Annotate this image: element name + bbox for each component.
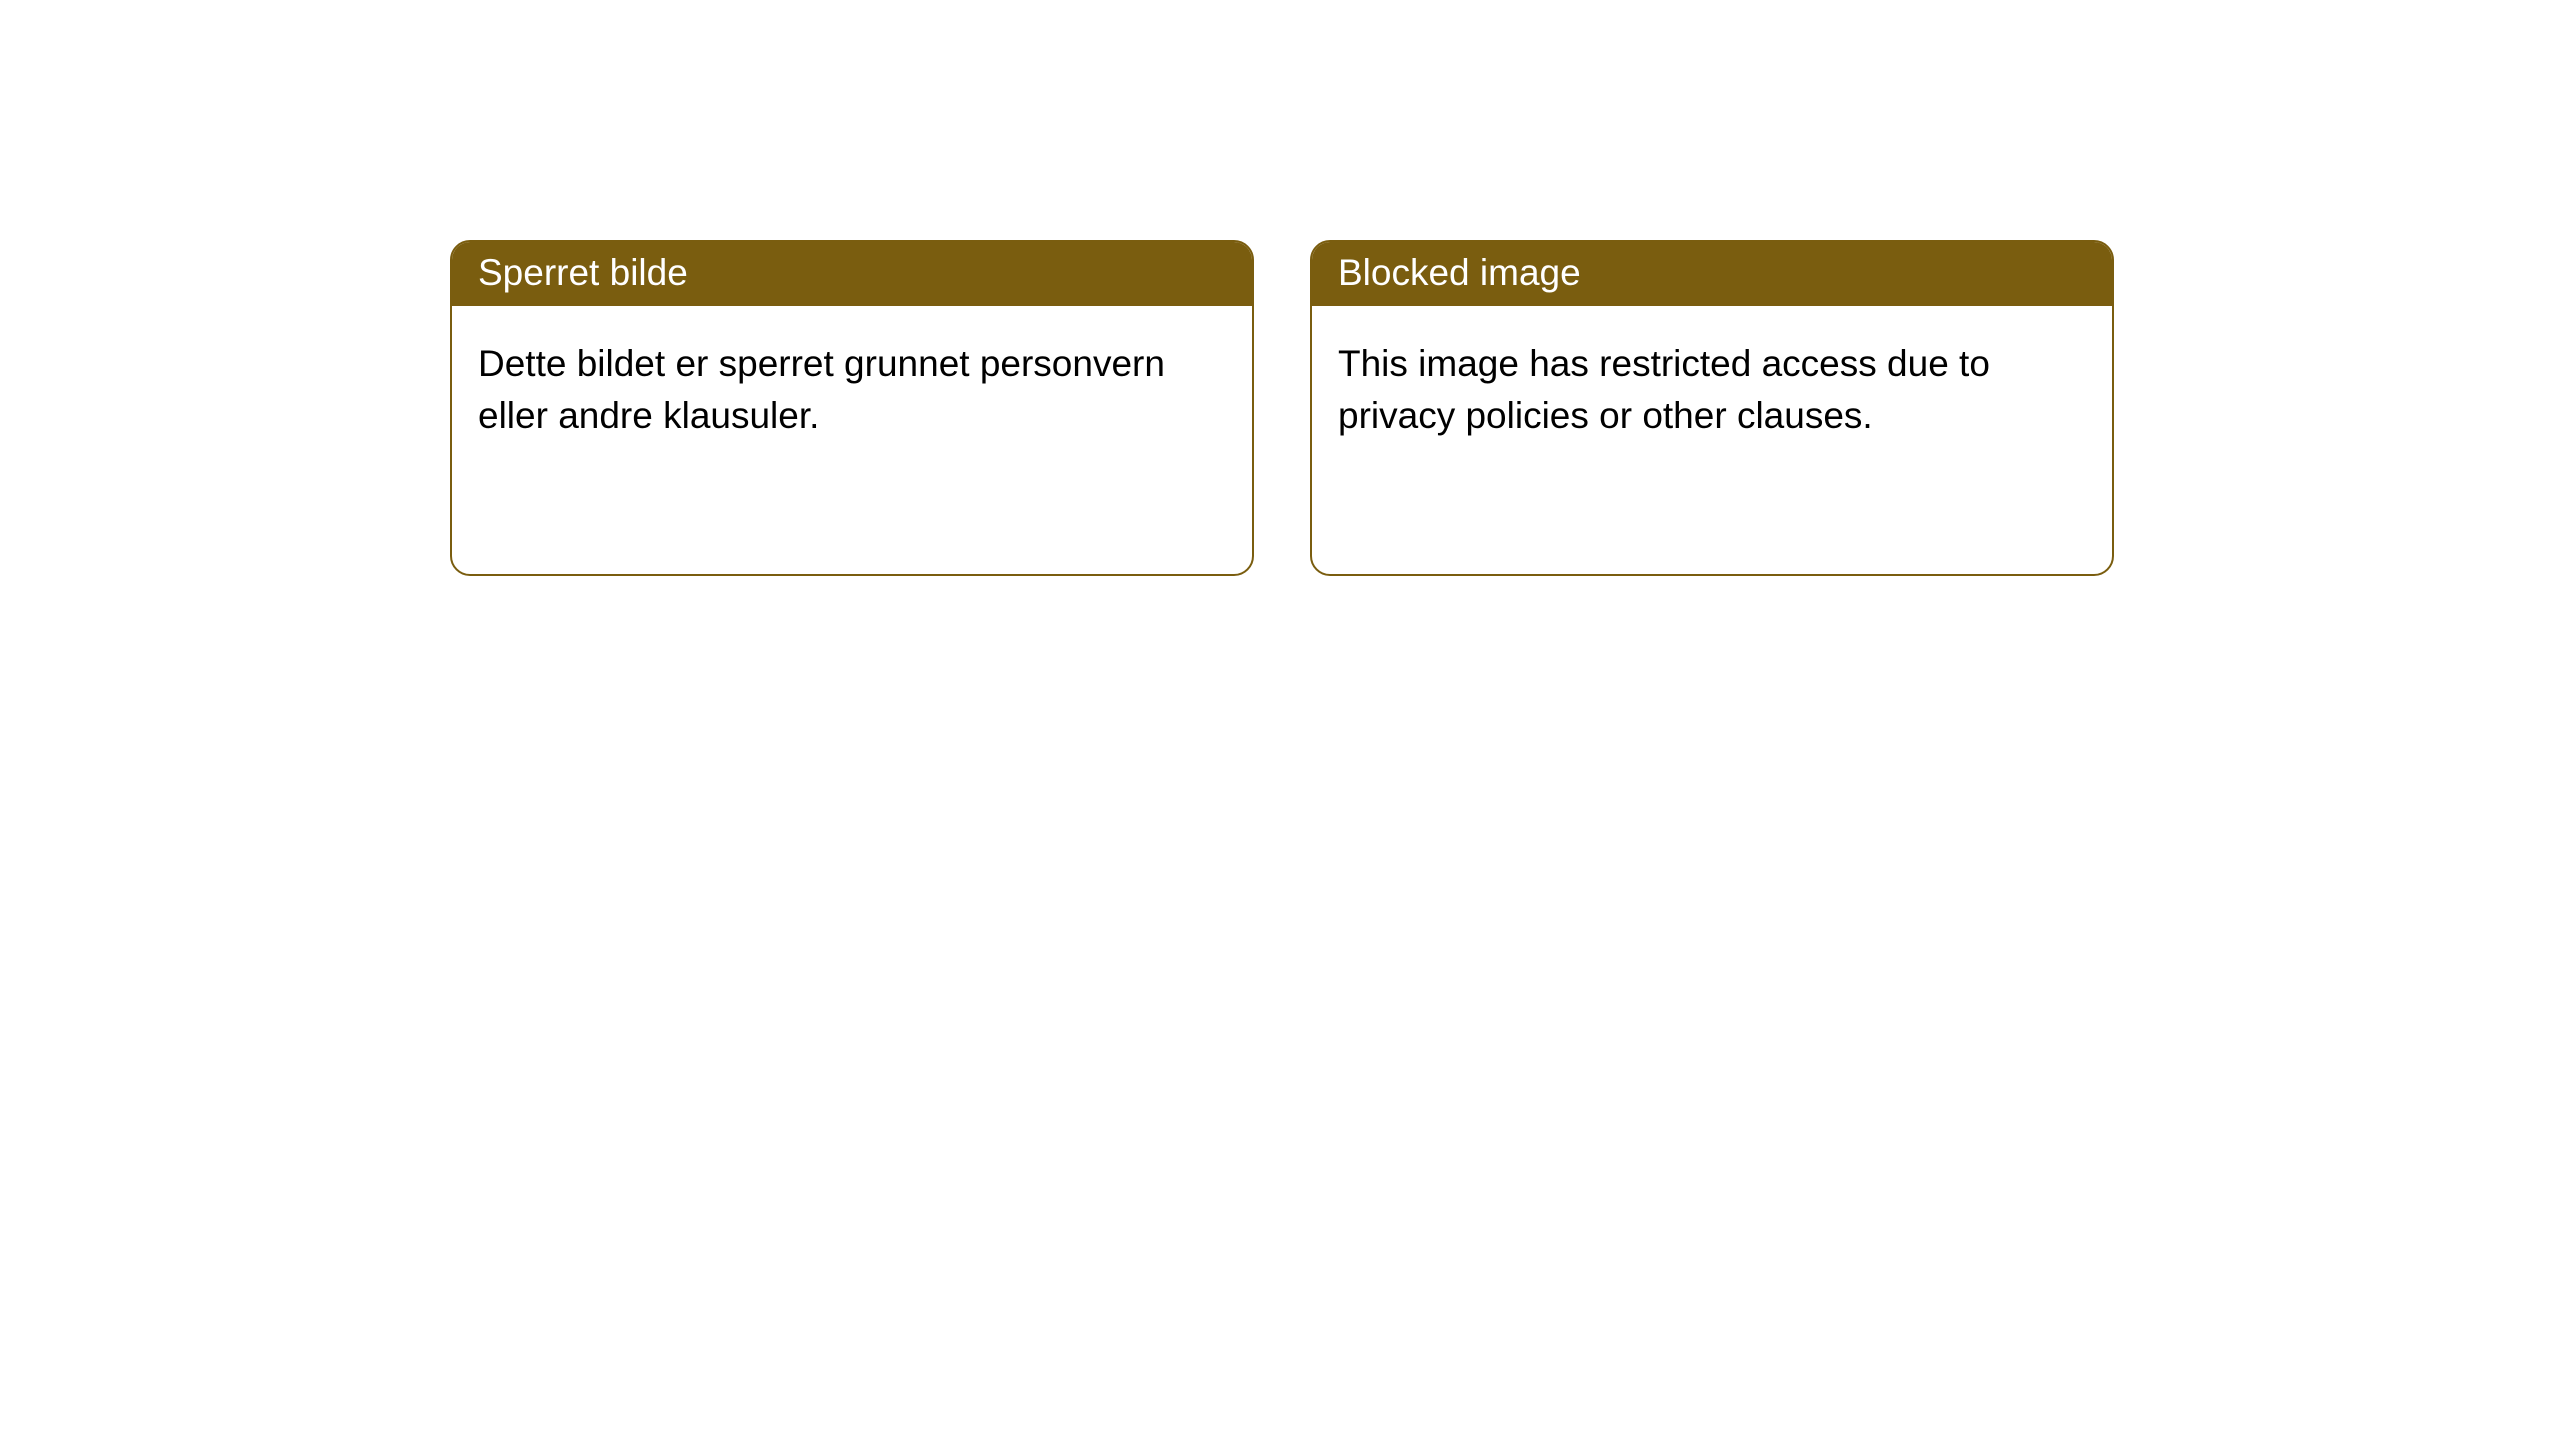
card-message: Dette bildet er sperret grunnet personve… — [478, 343, 1165, 436]
notice-cards-container: Sperret bilde Dette bildet er sperret gr… — [0, 0, 2560, 576]
card-header: Sperret bilde — [452, 242, 1252, 306]
card-body: This image has restricted access due to … — [1312, 306, 2112, 474]
card-body: Dette bildet er sperret grunnet personve… — [452, 306, 1252, 474]
card-message: This image has restricted access due to … — [1338, 343, 1990, 436]
blocked-image-card-no: Sperret bilde Dette bildet er sperret gr… — [450, 240, 1254, 576]
card-header: Blocked image — [1312, 242, 2112, 306]
card-title: Sperret bilde — [478, 252, 688, 293]
blocked-image-card-en: Blocked image This image has restricted … — [1310, 240, 2114, 576]
card-title: Blocked image — [1338, 252, 1581, 293]
